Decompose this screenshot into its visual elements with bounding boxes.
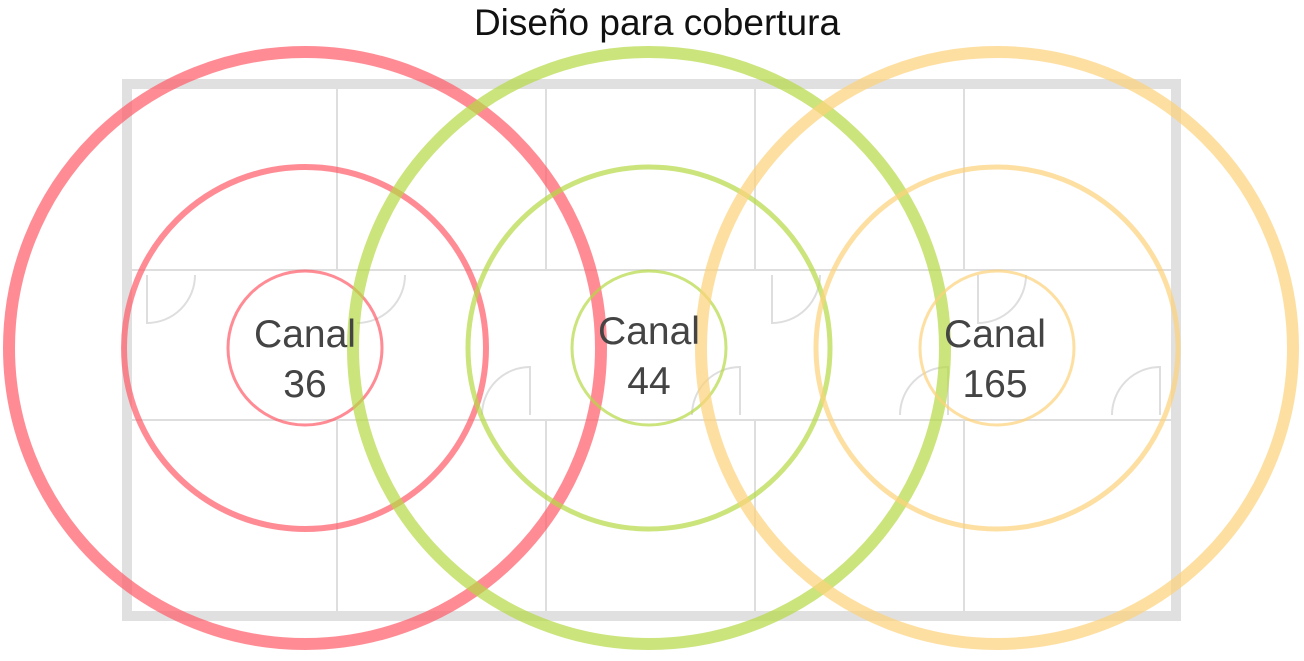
channel-number: 36 <box>283 363 326 406</box>
channel-label: Canal <box>944 313 1046 356</box>
coverage-yellow <box>695 46 1299 650</box>
channel-number: 44 <box>627 360 670 403</box>
channel-number: 165 <box>962 363 1027 406</box>
title: Diseño para cobertura <box>474 2 841 43</box>
coverage-green <box>347 46 951 650</box>
channel-label: Canal <box>598 310 700 353</box>
channel-label: Canal <box>254 313 356 356</box>
coverage-red <box>3 46 607 650</box>
